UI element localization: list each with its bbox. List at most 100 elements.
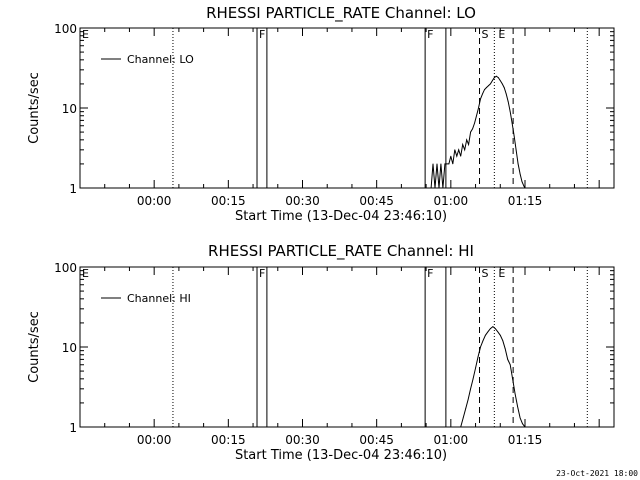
- chart1-x-axis-label: Start Time (13-Dec-04 23:46:10): [235, 209, 447, 224]
- chart2-data-point: [522, 423, 523, 425]
- chart1-data-point: [468, 144, 470, 145]
- chart1-x-tick-label: 00:15: [211, 194, 246, 208]
- chart2-marker-label: F: [427, 267, 433, 280]
- chart1-x-tick-label: 01:15: [508, 194, 543, 208]
- chart2-x-tick-label: 01:15: [508, 433, 543, 447]
- chart2-data-point: [487, 331, 489, 333]
- chart1-data-point: [523, 185, 525, 187]
- chart1-title: RHESSI PARTICLE_RATE Channel: LO: [206, 4, 476, 23]
- chart1-x-tick-label: 00:30: [285, 194, 320, 208]
- chart1-y-tick-label: 1: [69, 182, 77, 196]
- chart2-legend-label: Channel: HI: [127, 292, 191, 305]
- chart1-data-point: [436, 163, 438, 165]
- chart1-data-point: [491, 80, 493, 82]
- chart2-series-line: [460, 325, 526, 428]
- chart2-data-point: [499, 334, 501, 336]
- chart1-data-point: [466, 139, 468, 141]
- chart1-plot-frame: [79, 27, 615, 189]
- chart1-y-tick-label: 100: [54, 22, 77, 36]
- chart1-data-point: [486, 87, 487, 88]
- chart2-data-point: [507, 358, 509, 360]
- chart2-y-tick-label: 10: [62, 341, 77, 355]
- chart2-data-point: [524, 426, 526, 428]
- chart1-x-tick-label: 00:45: [359, 194, 394, 208]
- chart1-data-point: [503, 87, 505, 88]
- chart1-data-point: [505, 93, 507, 95]
- chart1-data-point: [493, 77, 495, 78]
- chart2-data-point: [462, 417, 464, 419]
- chart2-data-point: [472, 378, 474, 380]
- chart1-data-point: [446, 163, 448, 165]
- chart2-data-point: [475, 367, 476, 369]
- chart2-x-axis-label: Start Time (13-Dec-04 23:46:10): [235, 448, 447, 463]
- chart2-data-point: [514, 393, 516, 395]
- chart1-data-point: [472, 128, 473, 130]
- chart1-marker-label: E: [82, 28, 89, 41]
- chart1-data-point: [458, 149, 460, 151]
- chart2-data-point: [494, 328, 496, 329]
- chart2-data-point: [482, 340, 484, 342]
- chart1-data-point: [517, 163, 519, 165]
- chart2-data-point: [477, 356, 479, 358]
- chart2-marker-label: E: [82, 267, 89, 280]
- chart2-data-point: [502, 340, 504, 342]
- chart1-data-point: [438, 187, 440, 189]
- chart1-data-point: [495, 75, 497, 77]
- chart2-data-point: [504, 348, 506, 350]
- chart2-marker-label: S: [482, 267, 489, 280]
- chart2-x-tick-label: 00:15: [211, 433, 246, 447]
- chart2-data-point: [489, 328, 491, 329]
- chart1-data-point: [442, 187, 444, 189]
- chart1-data-point: [482, 93, 483, 95]
- chart1-data-point: [432, 163, 434, 165]
- chart1-data-point: [511, 122, 513, 124]
- footer-timestamp: 23-Oct-2021 18:00: [556, 469, 638, 478]
- chart1-x-tick-label: 01:00: [434, 194, 469, 208]
- chart1-data-point: [430, 187, 432, 189]
- chart1-data-point: [444, 163, 446, 165]
- chart1-data-point: [478, 107, 479, 109]
- chart1-data-point: [476, 115, 477, 117]
- chart1-data-point: [519, 173, 521, 175]
- chart1-marker-label: F: [427, 28, 433, 41]
- chart1-data-point: [440, 163, 442, 165]
- chart1-series-line: [430, 75, 526, 189]
- chart2-y-tick-label: 1: [69, 421, 77, 435]
- chart2-y-axis-label: Counts/sec: [27, 311, 42, 383]
- chart1-data-point: [488, 85, 489, 87]
- chart1-legend-label: Channel: LO: [127, 53, 194, 66]
- chart2-marker-label: F: [259, 267, 265, 280]
- chart1-data-point: [513, 135, 515, 137]
- chart2-data-point: [467, 399, 469, 401]
- chart1-data-point: [470, 131, 472, 133]
- chart2-x-tick-label: 01:00: [434, 433, 469, 447]
- chart1-marker-label: S: [482, 28, 489, 41]
- chart1-x-tick-label: 00:00: [137, 194, 172, 208]
- chart2-data-point: [509, 364, 511, 366]
- chart2-x-tick-label: 00:45: [359, 433, 394, 447]
- chart2-data-point: [480, 346, 481, 348]
- chart2-x-tick-label: 00:00: [137, 433, 172, 447]
- chart1-marker-label: E: [498, 28, 505, 41]
- chart1-data-point: [464, 149, 466, 151]
- chart1-data-point: [499, 80, 501, 82]
- chart1-data-point: [434, 187, 436, 189]
- chart2-data-point: [519, 417, 521, 419]
- chart2-data-point: [512, 378, 514, 380]
- chart2-data-point: [497, 331, 499, 333]
- chart1-data-point: [448, 163, 450, 165]
- chart2-title: RHESSI PARTICLE_RATE Channel: HI: [208, 242, 474, 261]
- chart1-data-point: [452, 163, 454, 165]
- chart1-data-point: [501, 83, 503, 85]
- chart2-data-point: [492, 326, 494, 327]
- chart1-y-axis-label: Counts/sec: [27, 72, 42, 144]
- chart2-data-point: [470, 388, 472, 390]
- chart2-data-point: [465, 408, 467, 409]
- chart2-marker-label: E: [498, 267, 505, 280]
- chart1-marker-label: F: [259, 28, 265, 41]
- chart1-data-point: [484, 89, 485, 90]
- chart1-data-point: [480, 98, 481, 100]
- chart1-data-point: [497, 77, 499, 78]
- chart1-data-point: [460, 155, 462, 157]
